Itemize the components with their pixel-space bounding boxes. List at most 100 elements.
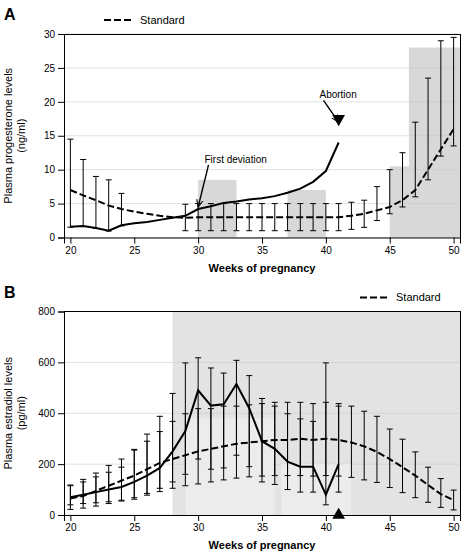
tick-label: 40 (321, 522, 333, 533)
tick: 30 (193, 515, 205, 533)
tick: 5 (49, 198, 64, 209)
grid-line (64, 67, 460, 68)
tick: 20 (44, 97, 64, 108)
tick: 200 (38, 459, 64, 470)
tick-mark (58, 312, 64, 313)
tick-label: 10 (44, 164, 56, 175)
tick: 50 (449, 515, 461, 533)
tick-mark (58, 102, 64, 103)
tick: 20 (65, 238, 77, 256)
tick: 30 (44, 29, 64, 40)
y-axis: 0 200 400 600 800 (38, 306, 64, 521)
annotation-marker (332, 508, 345, 519)
tick-mark (58, 136, 64, 137)
tick-mark (262, 515, 263, 521)
tick: 40 (321, 238, 333, 256)
error-bar (80, 159, 86, 226)
tick: 20 (65, 515, 77, 533)
axis-line (65, 516, 461, 522)
tick: 45 (385, 238, 397, 256)
tick: 15 (44, 130, 64, 141)
grid-line (64, 135, 460, 136)
error-bars (182, 37, 456, 230)
tick: 800 (38, 306, 64, 317)
y-axis-title: Plasma progesterone levels(ng/ml) (2, 67, 27, 203)
tick-mark (454, 238, 455, 244)
tick-label: 20 (44, 97, 56, 108)
tick: 50 (449, 238, 461, 256)
error-bar (195, 409, 201, 484)
annotations (332, 508, 345, 519)
tick-mark (58, 362, 64, 363)
tick-label: 0 (49, 510, 55, 521)
shaded-region (173, 312, 460, 516)
error-bar (451, 490, 457, 510)
tick: 10 (44, 164, 64, 175)
tick-mark (390, 515, 391, 521)
tick-mark (198, 515, 199, 521)
tick-label: 15 (44, 130, 56, 141)
tick-mark (390, 238, 391, 244)
tick-mark (58, 34, 64, 35)
chart-svg: 20 25 30 35 40 45 50 0 5 10 15 20 25 30 Weeks of pregn… (0, 0, 474, 555)
error-bar (374, 187, 380, 221)
plot-frame (64, 312, 460, 516)
tick: 40 (321, 515, 333, 533)
error-bar (323, 363, 329, 505)
tick-label: 45 (385, 245, 397, 256)
error-bars (67, 402, 456, 510)
tick-label: 50 (449, 522, 461, 533)
grid (64, 34, 460, 238)
tick-label: 25 (129, 245, 141, 256)
shaded-bar (409, 48, 460, 238)
grid (64, 312, 460, 516)
legend-label: Standard (140, 14, 185, 26)
tick-mark (326, 515, 327, 521)
error-bar (93, 473, 99, 506)
y-axis-title: Plasma estradiol levels(pg/ml) (2, 357, 27, 470)
panel: 20253035404550051015202530Weeks of pregn… (2, 6, 461, 274)
annotations: First deviation Abortion (198, 89, 357, 207)
error-bar (285, 402, 291, 475)
tick-mark (58, 170, 64, 171)
tick-mark (454, 515, 455, 521)
tick-label: 5 (49, 198, 55, 209)
tick-label: 25 (44, 63, 56, 74)
error-bar (374, 416, 380, 482)
annotation-text: First deviation (205, 154, 267, 165)
y-axis-title-line: Plasma estradiol levels (2, 357, 14, 470)
legend: Standard (360, 291, 441, 303)
error-bars (67, 139, 124, 231)
error-bars (67, 358, 341, 505)
error-bar (425, 467, 431, 502)
plot-marks (67, 312, 460, 516)
panel: 202530354045500200400600800Weeks of preg… (2, 284, 461, 552)
series-line (70, 129, 453, 218)
tick-label: 20 (65, 245, 77, 256)
x-axis: 20253035404550 (65, 515, 461, 533)
x-axis-title: Weeks of pregnancy (209, 262, 317, 274)
panel-title: A (4, 6, 16, 23)
tick: 400 (38, 408, 64, 419)
tick-label: 200 (38, 459, 55, 470)
tick-label: 0 (49, 232, 55, 243)
error-bar (221, 406, 227, 480)
tick-mark (70, 238, 71, 244)
tick-mark (58, 464, 64, 465)
tick-label: 400 (38, 408, 55, 419)
tick-label: 50 (449, 245, 461, 256)
panel-title: B (4, 284, 16, 301)
tick-label: 600 (38, 357, 55, 368)
axis-line (58, 35, 65, 239)
legend-swatch (360, 297, 390, 299)
tick-label: 800 (38, 306, 55, 317)
tick-label: 25 (129, 522, 141, 533)
tick: 0 (49, 232, 64, 243)
tick-label: 30 (193, 522, 205, 533)
y-axis: 0 5 10 15 20 25 30 (44, 29, 65, 244)
tick-mark (134, 515, 135, 521)
tick-mark (58, 515, 64, 516)
legend: Standard (104, 14, 185, 26)
tick-label: 35 (257, 522, 269, 533)
annotation-text: Abortion (319, 89, 356, 100)
